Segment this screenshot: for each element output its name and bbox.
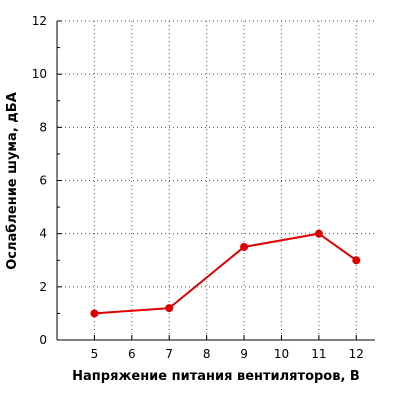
x-tick-label: 5 (91, 347, 99, 361)
data-point (165, 304, 174, 313)
series-layer (90, 229, 361, 318)
y-tick-label: 12 (32, 14, 47, 28)
series-line (94, 232, 357, 315)
data-point (314, 229, 323, 238)
x-tick-label: 12 (349, 347, 364, 361)
tick-labels: 0 2 4 6 8 10 12 5 6 7 8 9 10 11 12 (32, 14, 364, 361)
x-tick-label: 9 (240, 347, 248, 361)
grid (57, 20, 375, 340)
y-tick-label: 0 (39, 333, 47, 347)
x-tick-label: 11 (311, 347, 326, 361)
y-tick-label: 4 (39, 227, 47, 241)
x-tick-label: 7 (165, 347, 173, 361)
x-tick-label: 6 (128, 347, 136, 361)
x-axis-title: Напряжение питания вентиляторов, В (72, 369, 360, 384)
y-axis-title: Ослабление шума, дБА (5, 92, 20, 270)
y-tick-label: 2 (39, 280, 47, 294)
data-point (352, 256, 361, 265)
x-tick-label: 10 (274, 347, 289, 361)
y-tick-label: 8 (39, 120, 47, 134)
data-point (240, 242, 249, 251)
axes (56, 20, 375, 341)
x-tick-label: 8 (203, 347, 211, 361)
y-tick-label: 10 (32, 67, 47, 81)
data-point (90, 309, 99, 318)
y-tick-label: 6 (39, 174, 47, 188)
